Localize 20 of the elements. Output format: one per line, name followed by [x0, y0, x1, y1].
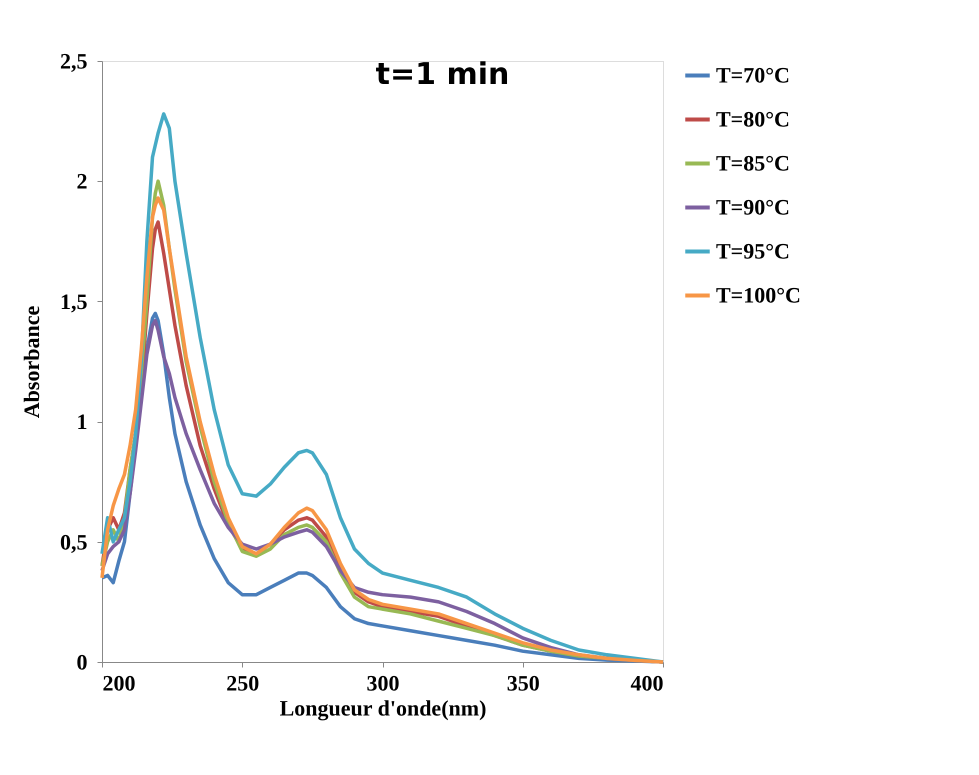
- legend-label: T=100°C: [716, 282, 801, 308]
- x-tick-label: 200: [102, 670, 136, 696]
- legend-label: T=85°C: [716, 150, 790, 176]
- y-tick-label: 1,5: [60, 288, 88, 314]
- legend-label: T=95°C: [716, 238, 790, 264]
- x-tick-label: 350: [506, 670, 540, 696]
- x-tick-label: 250: [226, 670, 260, 696]
- y-tick-label: 0,5: [60, 529, 88, 554]
- y-tick-label: 1: [76, 409, 88, 434]
- y-axis-title: Absorbance: [19, 306, 44, 418]
- y-tick-label: 2,5: [60, 48, 88, 74]
- y-tick-label: 0: [76, 650, 88, 674]
- y-tick-label: 2: [76, 168, 88, 194]
- x-tick-label: 400: [630, 670, 664, 696]
- legend-label: T=90°C: [716, 194, 790, 220]
- x-tick-label: 300: [366, 670, 400, 696]
- chart-title: t=1 min: [376, 57, 510, 92]
- legend-label: T=80°C: [716, 106, 790, 132]
- legend-label: T=70°C: [716, 62, 790, 88]
- x-axis-title: Longueur d'onde(nm): [280, 696, 486, 720]
